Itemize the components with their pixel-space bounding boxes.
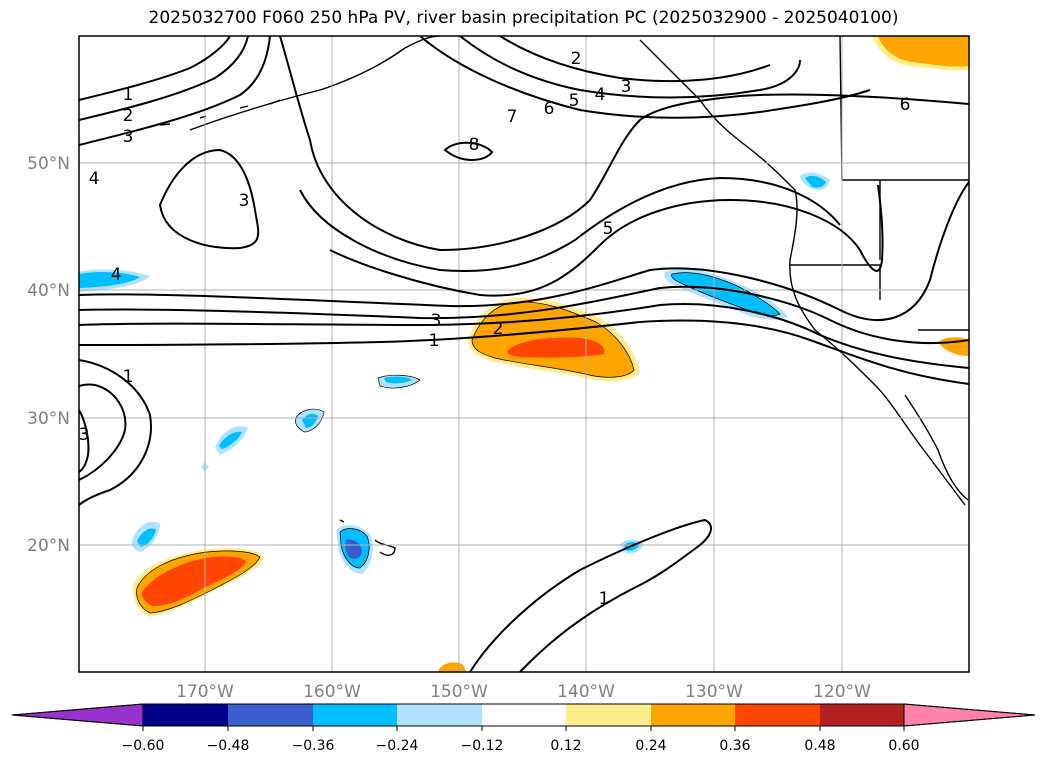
contour-label: 1 [429, 331, 440, 351]
colorbar-segment [566, 704, 651, 726]
pv-contour-5 [329, 184, 884, 297]
pv-contours [79, 36, 969, 672]
map-frame [78, 35, 970, 673]
contour-label: 3 [431, 311, 442, 331]
colorbar-segment [143, 704, 228, 726]
contour-label: 8 [469, 135, 480, 155]
colorbar-tick-label: 0.12 [550, 738, 581, 754]
colorbar-segment [651, 704, 735, 726]
pv-contour-labels: 1 2 3 2 3 4 5 6 7 8 6 3 4 5 4 3 2 1 1 3 … [79, 49, 911, 609]
contour-label: 3 [123, 127, 134, 147]
colorbar-tick-label: −0.12 [461, 738, 504, 754]
lat-label: 30°N [27, 409, 70, 429]
contour-label: 6 [544, 99, 555, 119]
colorbar-tick-label: −0.60 [122, 738, 165, 754]
precip-shading [79, 36, 969, 672]
colorbar-tick-label: 0.48 [804, 738, 835, 754]
lon-label: 140°W [557, 682, 615, 702]
colorbar-tick-label: −0.48 [207, 738, 250, 754]
contour-label: 2 [123, 106, 134, 126]
colorbar-tick-label: −0.24 [376, 738, 419, 754]
contour-label: 2 [571, 49, 582, 69]
colorbar-segment [735, 704, 820, 726]
colorbar-tick-label: −0.36 [292, 738, 335, 754]
contour-label: 3 [239, 191, 250, 211]
colorbar-extend-min [11, 703, 144, 727]
lat-label: 40°N [27, 281, 70, 301]
lon-label: 130°W [685, 682, 743, 702]
contour-label: 3 [79, 425, 90, 445]
lon-label: 170°W [176, 682, 234, 702]
pv-contour-2 [79, 303, 969, 369]
lon-label: 160°W [303, 682, 361, 702]
colorbar-segment [228, 704, 313, 726]
colorbar: −0.60 −0.48 −0.36 −0.24 −0.12 0.12 0.24 … [11, 703, 1036, 754]
pv-contour-3 [79, 285, 969, 345]
contour-label: 2 [493, 319, 504, 339]
contour-label: 3 [621, 77, 632, 97]
latitude-labels: 50°N 40°N 30°N 20°N [27, 154, 70, 556]
contour-label: 1 [123, 367, 134, 387]
colorbar-ticks [142, 726, 905, 731]
pv-contour-7 [309, 93, 969, 252]
contour-label: 7 [507, 107, 518, 127]
map-title: 2025032700 F060 250 hPa PV, river basin … [148, 8, 899, 28]
alaska-coast [189, 36, 441, 131]
lon-label: 120°W [813, 682, 871, 702]
longitude-labels: 170°W 160°W 150°W 140°W 130°W 120°W [176, 682, 871, 702]
pv-contour-6 [299, 176, 841, 273]
lat-label: 20°N [27, 536, 70, 556]
colorbar-tick-label: 0.36 [719, 738, 750, 754]
lat-label: 50°N [27, 154, 70, 174]
pv-contour-8 [443, 141, 494, 161]
colorbar-tick-label: 0.60 [888, 738, 919, 754]
hawaii-islands [339, 519, 396, 556]
contour-label: 4 [111, 265, 122, 285]
contour-label: 4 [89, 169, 100, 189]
colorbar-tick-labels: −0.60 −0.48 −0.36 −0.24 −0.12 0.12 0.24 … [122, 738, 920, 754]
contour-label: 5 [603, 219, 614, 239]
lon-label: 150°W [430, 682, 488, 702]
colorbar-extend-max [903, 703, 1036, 727]
contour-label: 5 [569, 91, 580, 111]
map-area: 1 2 3 2 3 4 5 6 7 8 6 3 4 5 4 3 2 1 1 3 … [79, 36, 969, 672]
colorbar-segment [820, 704, 904, 726]
pv-contour-1 [79, 319, 969, 385]
pv-contour-4 [79, 181, 969, 321]
colorbar-tick-label: 0.24 [635, 738, 666, 754]
coastlines [159, 36, 969, 556]
colorbar-segment [313, 704, 397, 726]
contour-label: 6 [900, 95, 911, 115]
contour-label: 1 [599, 589, 610, 609]
contour-label: 4 [595, 85, 606, 105]
contour-label: 1 [123, 85, 134, 105]
colorbar-segment [482, 704, 566, 726]
north-america-west-coast [639, 39, 966, 506]
colorbar-segment [397, 704, 482, 726]
